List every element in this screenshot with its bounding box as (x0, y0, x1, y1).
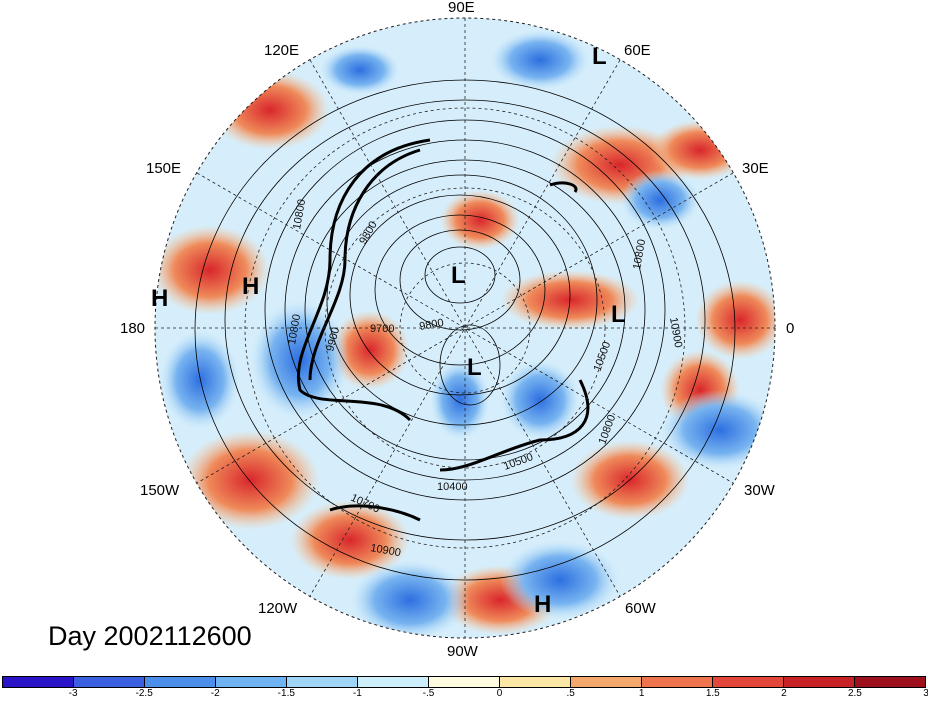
colorbar-ticks: -3 -2.5 -2 -1.5 -1 -.5 0 .5 1 1.5 2 2.5 3 (2, 688, 928, 702)
colorbar-swatch (713, 677, 784, 687)
pressure-center-low: L (611, 301, 626, 328)
colorbar-tick-label: -.5 (422, 688, 435, 699)
colorbar-tick-label: -3 (68, 688, 78, 699)
colorbar-swatch (571, 677, 642, 687)
colorbar-swatch (429, 677, 500, 687)
pressure-center-high: H (242, 273, 260, 300)
colorbar-tick-label: -1 (352, 688, 362, 699)
colorbar-swatch (145, 677, 216, 687)
day-label: Day 2002112600 (48, 621, 252, 651)
colorbar-tick-label: 2.5 (847, 688, 862, 699)
colorbar-tick-label: .5 (566, 688, 575, 699)
contour-label: 10400 (437, 481, 468, 493)
lon-label-150e: 150E (146, 160, 182, 177)
contour-label: 10900 (369, 542, 401, 559)
pressure-center-low: L (592, 43, 607, 70)
colorbar-swatch (855, 677, 925, 687)
contour-label: 10800 (631, 238, 648, 270)
pressure-center-low: L (451, 262, 466, 289)
graticule (155, 18, 775, 638)
contour-label: 10800 (291, 198, 308, 230)
colorbar-tick-label: -1.5 (277, 688, 295, 699)
lon-label-60e: 60E (624, 42, 651, 59)
colorbar-swatch (358, 677, 429, 687)
colorbar-tick-label: -2.5 (135, 688, 153, 699)
colorbar-swatch (74, 677, 145, 687)
lon-label-30e: 30E (742, 160, 769, 177)
lon-label-120e: 120E (264, 42, 300, 59)
colorbar (2, 676, 926, 688)
contour-label: 9700 (370, 323, 394, 335)
anomaly-field (155, 18, 775, 638)
lon-label-30w: 30W (744, 482, 775, 499)
pressure-center-high: H (151, 285, 169, 312)
colorbar-swatch (216, 677, 287, 687)
lon-label-90e: 90E (448, 0, 475, 16)
colorbar-tick-label: 3 (923, 688, 928, 699)
lon-label-90w: 90W (447, 643, 478, 660)
contour-label: 9800 (418, 317, 444, 333)
pressure-center-low: L (467, 354, 482, 381)
colorbar-swatch (784, 677, 855, 687)
map-boundary (154, 17, 776, 639)
contour-label: 10900 (667, 316, 684, 348)
colorbar-swatch (287, 677, 358, 687)
lon-label-180: 180 (120, 320, 146, 337)
colorbar-tick-label: 1.5 (705, 688, 720, 699)
colorbar-tick-label: 2 (781, 688, 787, 699)
contour-label: 10800 (286, 313, 303, 345)
lon-label-60w: 60W (625, 600, 656, 617)
jet-lines (297, 138, 590, 522)
lon-label-120w: 120W (258, 600, 298, 617)
lon-label-150w: 150W (140, 482, 180, 499)
colorbar-swatch (3, 677, 74, 687)
colorbar-tick-label: 1 (638, 688, 645, 699)
colorbar-tick-label: 0 (496, 688, 503, 699)
colorbar-swatch (642, 677, 713, 687)
pressure-center-high: H (534, 591, 552, 618)
colorbar-tick-label: -2 (210, 688, 220, 699)
lon-label-0: 0 (786, 320, 795, 337)
colorbar-swatch (500, 677, 571, 687)
